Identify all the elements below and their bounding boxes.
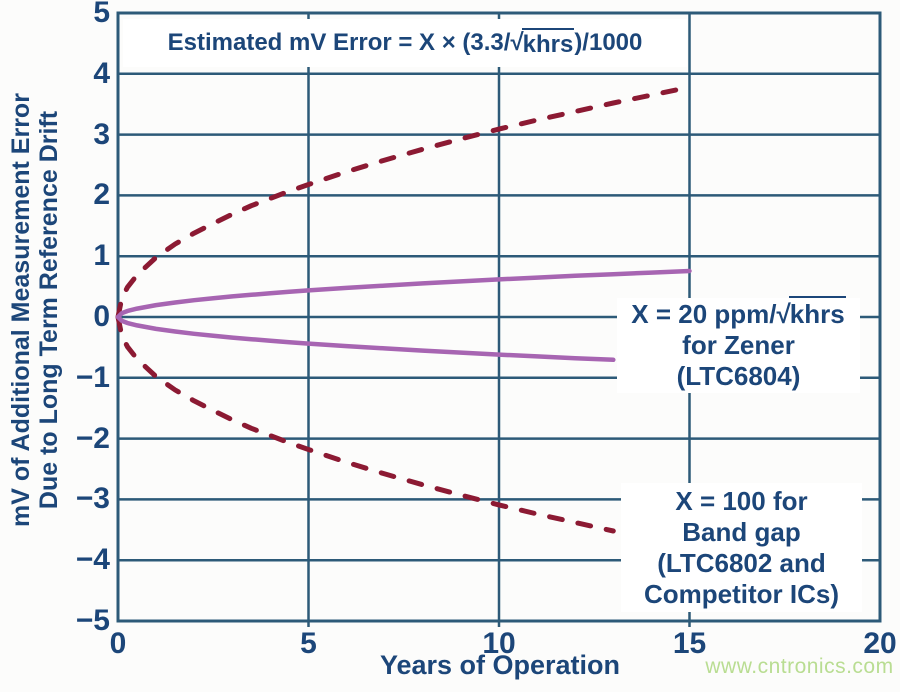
bandgap-annotation-line2: Band gap [682, 516, 801, 547]
series-curve [115, 314, 616, 534]
sqrt-icon: √ [776, 299, 791, 329]
x-axis-title: Years of Operation [379, 650, 621, 680]
series-curve [115, 268, 692, 320]
y-tick-label: 4 [93, 56, 110, 90]
y-tick-label: −4 [75, 543, 110, 577]
zener-annotation-line1: X = 20 ppm/√khrs [631, 296, 846, 330]
x-tick-label: 0 [109, 627, 127, 660]
y-tick-label: −3 [75, 482, 110, 516]
watermark: www.cntronics.com [705, 655, 894, 678]
zener-annotation-line3: (LTC6804) [676, 361, 801, 391]
formula-radicand: khrs [521, 27, 575, 59]
formula-suffix: )/1000 [574, 29, 643, 56]
y-tick-label: −2 [75, 421, 110, 455]
formula-annotation: Estimated mV Error = X × (3.3/√ khrs)/100… [123, 19, 687, 67]
x-tick-label: 5 [300, 627, 317, 660]
y-axis-title: mV of Additional Measurement Error Due t… [7, 30, 63, 590]
series-curve [115, 314, 616, 363]
zener-annotation-line2: for Zener [682, 330, 795, 360]
bandgap-annotation-line1: X = 100 for [675, 485, 808, 516]
y-tick-label: 0 [93, 300, 110, 333]
bandgap-annotation-line4: Competitor ICs) [644, 578, 839, 609]
sqrt-icon: √ [510, 29, 524, 56]
y-tick-label: 3 [93, 117, 110, 151]
zener-annotation: X = 20 ppm/√khrs for Zener (LTC6804) [617, 296, 860, 393]
y-tick-label: −1 [75, 360, 110, 394]
series-curve [115, 84, 692, 320]
y-tick-label: 1 [93, 239, 110, 273]
x-tick-label: 20 [863, 627, 897, 660]
y-tick-label: −5 [75, 604, 110, 637]
y-tick-label: 5 [93, 0, 110, 29]
bandgap-annotation: X = 100 for Band gap (LTC6802 and Compet… [621, 483, 862, 612]
y-tick-label: 2 [93, 178, 110, 212]
formula-prefix: Estimated mV Error = X × (3.3/ [167, 29, 511, 56]
y-axis-title-line2: Due to Long Term Reference Drift [35, 110, 63, 510]
bandgap-annotation-line3: (LTC6802 and [657, 547, 826, 578]
x-tick-label: 15 [672, 627, 707, 660]
x-tick-label: 10 [482, 627, 516, 660]
y-axis-title-line1: mV of Additional Measurement Error [7, 93, 35, 527]
